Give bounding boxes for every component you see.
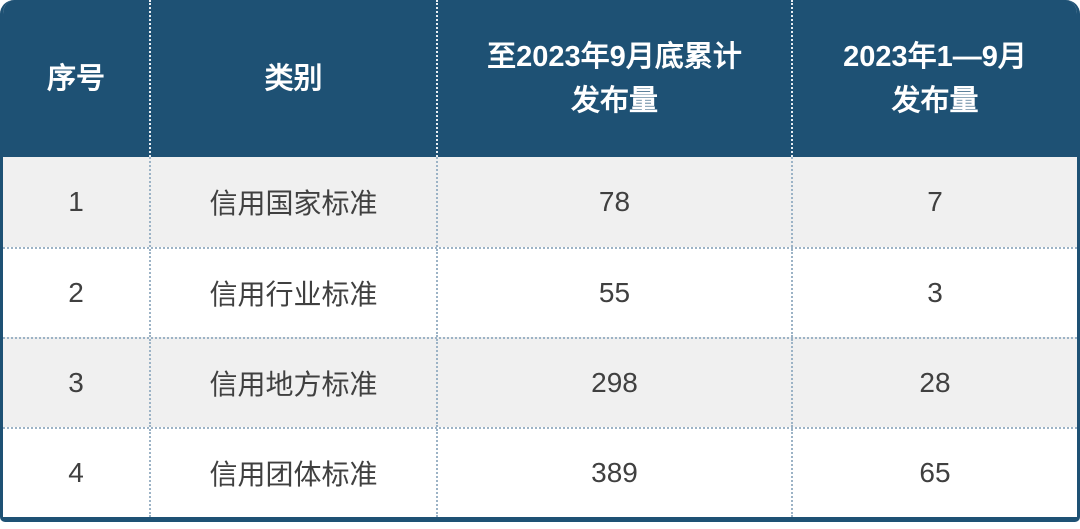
cell-cumulative: 55 <box>436 249 791 337</box>
cell-category: 信用地方标准 <box>149 339 436 427</box>
header-cell-index: 序号 <box>3 0 149 157</box>
cell-period: 7 <box>791 157 1077 247</box>
cell-cumulative: 389 <box>436 429 791 517</box>
header-cell-category: 类别 <box>149 0 436 157</box>
header-label-line1: 2023年1—9月 <box>843 40 1027 73</box>
table-row: 4 信用团体标准 389 65 <box>3 427 1077 517</box>
header-label-line2: 发布量 <box>891 84 979 117</box>
cell-index: 2 <box>68 277 84 308</box>
cell-category: 信用国家标准 <box>149 157 436 247</box>
cell-period: 28 <box>791 339 1077 427</box>
header-label: 序号 <box>46 62 105 95</box>
table-row: 2 信用行业标准 55 3 <box>3 247 1077 337</box>
cell-period: 65 <box>791 429 1077 517</box>
cell-category: 信用行业标准 <box>149 249 436 337</box>
header-label-line2: 发布量 <box>570 84 658 117</box>
header-cell-cumulative: 至2023年9月底累计 发布量 <box>436 0 791 157</box>
table-row: 1 信用国家标准 78 7 <box>3 157 1077 247</box>
cell-index: 1 <box>68 186 84 217</box>
cell-index: 3 <box>68 367 84 398</box>
cell-period: 3 <box>791 249 1077 337</box>
cell-cumulative: 78 <box>436 157 791 247</box>
cell-index: 4 <box>68 457 84 488</box>
header-cell-period: 2023年1—9月 发布量 <box>791 0 1077 157</box>
header-label-line1: 至2023年9月底累计 <box>487 40 742 73</box>
table-row: 3 信用地方标准 298 28 <box>3 337 1077 427</box>
cell-category: 信用团体标准 <box>149 429 436 517</box>
cell-cumulative: 298 <box>436 339 791 427</box>
header-label: 类别 <box>264 62 323 95</box>
table-header-row: 序号 类别 至2023年9月底累计 发布量 2023年1—9月 发布量 <box>3 0 1077 157</box>
